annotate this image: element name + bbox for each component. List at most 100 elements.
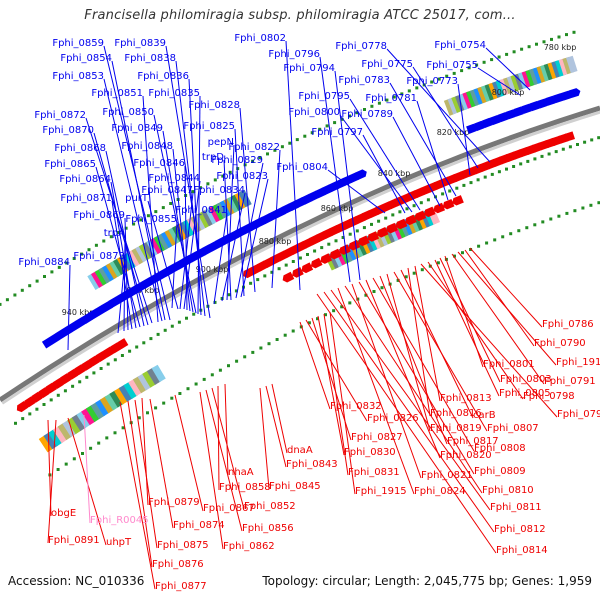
gene-label[interactable]: Fphi_0891 bbox=[48, 535, 100, 546]
gene-label[interactable]: Fphi_0789 bbox=[341, 109, 393, 120]
reverse-gene-arrow[interactable] bbox=[451, 195, 464, 207]
reverse-gene-arrow[interactable] bbox=[385, 222, 398, 235]
gene-label[interactable]: Fphi_0809 bbox=[474, 466, 526, 477]
gene-label[interactable]: Fphi_0812 bbox=[494, 524, 546, 535]
reverse-gene-arrow[interactable] bbox=[404, 214, 417, 227]
gene-label[interactable]: Fphi_0851 bbox=[91, 88, 143, 99]
gene-label[interactable]: Fphi_0868 bbox=[54, 143, 106, 154]
forward-gene-arrow[interactable] bbox=[521, 103, 534, 114]
gene-label[interactable]: Fphi_0820 bbox=[440, 450, 492, 461]
gene-label[interactable]: Fphi_0871 bbox=[60, 193, 112, 204]
gene-label[interactable]: Fphi_0802 bbox=[234, 33, 286, 44]
gene-label[interactable]: Fphi_0848 bbox=[121, 141, 173, 152]
gene-label[interactable]: uhpT bbox=[106, 537, 132, 548]
gene-label[interactable]: Fphi_0831 bbox=[348, 467, 400, 478]
reverse-gene-arrow[interactable] bbox=[441, 199, 455, 211]
forward-gene-arrow[interactable] bbox=[466, 123, 479, 135]
reverse-gene-arrow[interactable] bbox=[356, 235, 370, 247]
gene-label[interactable]: Fphi_1914 bbox=[556, 357, 600, 368]
gene-label[interactable]: Fphi_0816 bbox=[430, 408, 482, 419]
gene-label[interactable]: Fphi_0859 bbox=[52, 38, 104, 49]
gene-label[interactable]: Fphi_0814 bbox=[496, 545, 548, 556]
gene-label[interactable]: Fphi_0781 bbox=[365, 93, 417, 104]
gene-label[interactable]: Fphi_0775 bbox=[361, 59, 413, 70]
gene-label[interactable]: Fphi_0884 bbox=[18, 257, 70, 268]
gene-label[interactable]: Fphi_0830 bbox=[344, 447, 396, 458]
gene-label[interactable]: Fphi_0786 bbox=[542, 319, 594, 330]
gene-label[interactable]: Fphi_0875 bbox=[157, 540, 209, 551]
gene-label[interactable]: Fphi_0845 bbox=[269, 481, 321, 492]
gene-label[interactable]: Fphi_0801 bbox=[483, 359, 535, 370]
gene-label[interactable]: Fphi_0838 bbox=[124, 53, 176, 64]
gene-label[interactable]: Fphi_0839 bbox=[114, 38, 166, 49]
gene-label[interactable]: Fphi_0877 bbox=[155, 581, 207, 592]
forward-gene-arrow[interactable] bbox=[355, 168, 368, 180]
gene-label[interactable]: Fphi_0870 bbox=[42, 125, 94, 136]
gene-label[interactable]: trpD bbox=[202, 152, 224, 163]
forward-gene-arrow[interactable] bbox=[537, 97, 550, 109]
gene-label[interactable]: Fphi_0805 bbox=[499, 388, 551, 399]
gene-label[interactable]: Fphi_0797 bbox=[311, 127, 363, 138]
gene-label[interactable]: Fphi_0828 bbox=[188, 100, 240, 111]
gene-label[interactable]: Fphi_0856 bbox=[242, 523, 294, 534]
gene-label[interactable]: Fphi_0773 bbox=[406, 76, 458, 87]
gene-label[interactable]: Fphi_0822 bbox=[228, 142, 280, 153]
gene-label[interactable]: Fphi_1915 bbox=[355, 486, 407, 497]
gene-label[interactable]: Fphi_0829 bbox=[211, 155, 263, 166]
gene-label[interactable]: Fphi_0835 bbox=[148, 88, 200, 99]
reverse-gene-arrow[interactable] bbox=[366, 231, 380, 243]
gene-label[interactable]: Fphi_0799 bbox=[557, 409, 600, 420]
gene-label[interactable]: Fphi_0808 bbox=[474, 443, 526, 454]
reverse-gene-arrow[interactable] bbox=[347, 239, 361, 252]
gene-label[interactable]: Fphi_0825 bbox=[183, 121, 235, 132]
gene-label[interactable]: pepN bbox=[208, 137, 234, 148]
reverse-gene-arrow[interactable] bbox=[115, 338, 129, 351]
gene-label[interactable]: Fphi_0864 bbox=[59, 174, 111, 185]
reverse-gene-arrow[interactable] bbox=[432, 202, 446, 215]
gene-label[interactable]: Fphi_0869 bbox=[73, 210, 125, 221]
rna-gene-label[interactable]: Fphi_R0045 bbox=[90, 515, 149, 526]
reverse-gene-arrow[interactable] bbox=[309, 257, 323, 270]
forward-gene-arrow[interactable] bbox=[505, 108, 519, 120]
reverse-gene-arrow[interactable] bbox=[319, 253, 333, 265]
gene-label[interactable]: Fphi_0858 bbox=[219, 482, 271, 493]
gene-label[interactable]: Fphi_0783 bbox=[338, 75, 390, 86]
reverse-gene-arrow[interactable] bbox=[300, 262, 314, 274]
reverse-gene-arrow[interactable] bbox=[422, 206, 436, 219]
gene-label[interactable]: Fphi_0817 bbox=[447, 436, 499, 447]
gene-label[interactable]: Fphi_0862 bbox=[223, 541, 275, 552]
gene-label[interactable]: Fphi_0879 bbox=[148, 497, 200, 508]
forward-gene-arrow[interactable] bbox=[474, 120, 487, 132]
gene-label[interactable]: Fphi_0854 bbox=[60, 53, 112, 64]
gene-label[interactable]: Fphi_0794 bbox=[283, 63, 335, 74]
forward-gene-arrow[interactable] bbox=[513, 106, 526, 117]
gene-label[interactable]: Fphi_0800 bbox=[288, 107, 340, 118]
forward-gene-arrow[interactable] bbox=[568, 87, 582, 99]
gene-label[interactable]: carB bbox=[473, 410, 496, 421]
gene-label[interactable]: Fphi_0865 bbox=[44, 159, 96, 170]
gene-label[interactable]: Fphi_0798 bbox=[523, 391, 575, 402]
gene-label[interactable]: dnaA bbox=[287, 445, 313, 456]
gene-label[interactable]: Fphi_0795 bbox=[298, 91, 350, 102]
gene-label[interactable]: Fphi_0778 bbox=[335, 41, 387, 52]
gene-label[interactable]: Fphi_0823 bbox=[216, 171, 268, 182]
gene-label[interactable]: Fphi_0810 bbox=[482, 485, 534, 496]
reverse-gene-arrow[interactable] bbox=[413, 210, 427, 223]
gene-label[interactable]: nhaA bbox=[228, 467, 254, 478]
gene-label[interactable]: Fphi_0867 bbox=[203, 503, 255, 514]
forward-gene-arrow[interactable] bbox=[497, 111, 511, 123]
reverse-gene-arrow[interactable] bbox=[281, 271, 295, 284]
gene-label[interactable]: Fphi_0855 bbox=[125, 214, 177, 225]
gene-label[interactable]: Fphi_0873 bbox=[73, 251, 125, 262]
gene-label[interactable]: Fphi_0846 bbox=[133, 158, 185, 169]
gene-label[interactable]: purT bbox=[125, 193, 149, 204]
reverse-gene-arrow[interactable] bbox=[375, 227, 389, 239]
gene-label[interactable]: Fphi_0874 bbox=[173, 520, 225, 531]
forward-gene-arrow[interactable] bbox=[481, 117, 495, 129]
gene-label[interactable]: Fphi_0803 bbox=[500, 374, 552, 385]
gene-label[interactable]: Fphi_0827 bbox=[351, 432, 403, 443]
reverse-gene-arrow[interactable] bbox=[290, 266, 304, 279]
gene-label[interactable]: Fphi_0853 bbox=[52, 71, 104, 82]
reverse-gene-arrow[interactable] bbox=[328, 248, 342, 261]
gene-label[interactable]: Fphi_0755 bbox=[426, 60, 478, 71]
